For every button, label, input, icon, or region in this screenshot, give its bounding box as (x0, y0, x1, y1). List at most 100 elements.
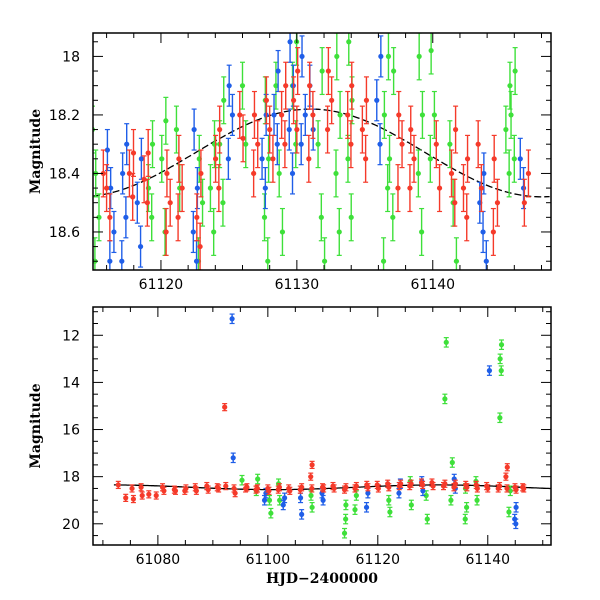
point-marker (268, 510, 274, 516)
point-marker (123, 214, 129, 220)
y-tick-label: 16 (62, 423, 80, 439)
data-point (349, 61, 355, 110)
point-marker (240, 135, 246, 141)
point-marker (407, 483, 413, 489)
point-marker (266, 497, 273, 503)
data-point (503, 105, 509, 154)
data-point (478, 164, 485, 213)
data-layer (113, 313, 551, 539)
point-marker (290, 97, 297, 103)
point-marker (464, 504, 470, 510)
point-marker (309, 504, 315, 510)
point-marker (145, 185, 152, 191)
data-point (274, 123, 280, 166)
data-point (345, 90, 351, 139)
y-tick-label: 20 (62, 517, 80, 533)
point-marker (274, 141, 280, 147)
point-marker (464, 484, 470, 490)
data-point (270, 134, 276, 183)
point-marker (478, 185, 485, 191)
data-point (211, 207, 217, 256)
y-tick-label: 12 (62, 328, 80, 344)
point-marker (427, 156, 433, 162)
point-marker (363, 504, 370, 510)
point-marker (164, 170, 170, 177)
point-marker (497, 415, 503, 421)
point-marker (163, 118, 169, 124)
data-point (495, 484, 501, 493)
point-marker (173, 126, 180, 133)
data-point (229, 93, 236, 137)
data-point (306, 134, 312, 183)
data-point (299, 35, 305, 78)
data-point (129, 484, 135, 493)
data-point (474, 484, 480, 493)
point-marker (293, 141, 299, 147)
point-marker (348, 214, 354, 220)
data-point (511, 134, 517, 183)
x-tick-label: 61140 (465, 552, 510, 568)
data-point (308, 472, 314, 481)
data-point (486, 365, 493, 376)
point-marker (276, 484, 282, 490)
data-point (513, 518, 519, 530)
data-point (483, 240, 489, 270)
point-marker (420, 488, 426, 494)
x-tick-label: 61100 (246, 552, 291, 568)
data-point (295, 47, 301, 96)
point-marker (452, 200, 458, 206)
point-marker (287, 488, 293, 494)
point-marker (363, 97, 370, 103)
data-point (464, 193, 470, 242)
point-marker (365, 484, 371, 490)
point-marker (255, 141, 261, 147)
data-point (283, 61, 289, 110)
point-marker (193, 258, 200, 264)
data-point (226, 64, 232, 107)
point-marker (520, 185, 527, 191)
series-green (93, 33, 518, 270)
data-point (491, 134, 497, 183)
data-point (144, 178, 150, 227)
data-point (336, 207, 342, 256)
data-point (464, 501, 470, 513)
data-point (507, 61, 513, 110)
y-tick-label: 18.6 (49, 225, 80, 241)
point-marker (420, 482, 426, 488)
data-point (396, 481, 402, 491)
data-point (521, 484, 527, 493)
point-marker (251, 112, 258, 118)
point-marker (345, 112, 351, 118)
point-marker (464, 214, 470, 220)
data-point (115, 480, 121, 490)
point-marker (283, 83, 289, 89)
data-point (173, 105, 180, 154)
data-point (279, 90, 285, 139)
x-tick-label: 61080 (136, 552, 181, 568)
data-point (436, 164, 443, 213)
point-marker (307, 83, 313, 89)
y-tick-label: 18 (62, 470, 80, 486)
data-point (443, 337, 449, 348)
point-marker (506, 509, 512, 515)
data-point (348, 120, 354, 169)
data-point (197, 222, 203, 270)
data-point (239, 474, 245, 486)
data-point (276, 149, 282, 198)
data-point (386, 134, 393, 183)
point-marker (262, 185, 268, 191)
data-point (309, 501, 315, 513)
data-point (199, 178, 206, 227)
data-point (251, 149, 257, 198)
point-marker (279, 112, 285, 118)
point-marker (261, 497, 268, 503)
point-marker (129, 485, 135, 492)
point-marker (449, 459, 455, 466)
data-point (480, 210, 486, 254)
data-point (268, 507, 274, 519)
point-marker (242, 485, 249, 492)
point-marker (138, 484, 144, 490)
panel-zoom: 61120 61130 61140 18 18.2 18.4 18.6 Magnitude (28, 32, 552, 293)
data-point (385, 33, 392, 81)
